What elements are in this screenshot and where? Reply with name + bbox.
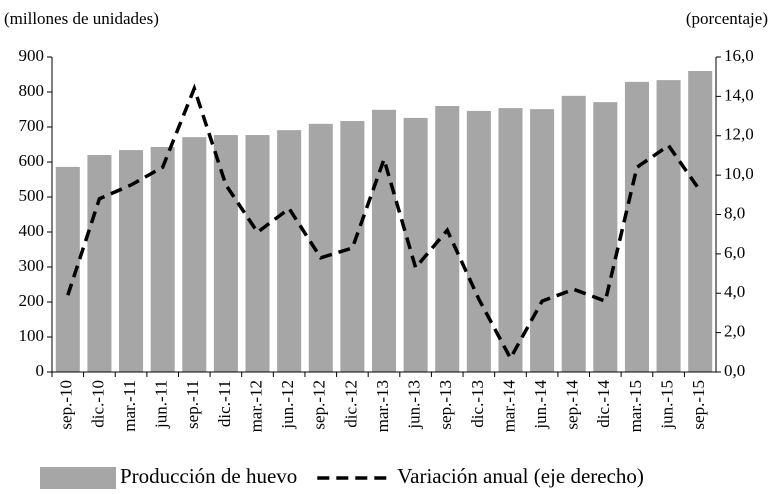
x-tick-label: dic.-11 <box>215 380 234 427</box>
y-tick-label: 900 <box>19 46 45 65</box>
y2-tick-label: 6,0 <box>724 243 745 262</box>
y2-tick-label: 16,0 <box>724 46 754 65</box>
x-tick-label: mar.-14 <box>499 380 518 433</box>
y2-axis-label: (porcentaje) <box>686 9 768 28</box>
bar <box>182 137 207 372</box>
y-tick-label: 200 <box>19 291 45 310</box>
x-tick-label: mar.-15 <box>626 380 645 432</box>
y2-tick-label: 2,0 <box>724 322 745 341</box>
bar <box>213 135 238 372</box>
y2-tick-label: 8,0 <box>724 203 745 222</box>
y-axis-label: (millones de unidades) <box>4 9 159 28</box>
bar <box>150 146 175 372</box>
bar <box>371 109 397 372</box>
y-tick-label: 100 <box>19 326 45 345</box>
bar <box>340 121 365 372</box>
y2-tick-label: 14,0 <box>724 85 754 104</box>
y-tick-label: 300 <box>19 256 45 275</box>
bar <box>87 155 112 372</box>
x-tick-label: mar.-11 <box>120 380 139 432</box>
y-tick-label: 700 <box>19 116 45 135</box>
y2-tick-label: 4,0 <box>724 282 745 301</box>
y2-tick-label: 0,0 <box>724 361 745 380</box>
legend-swatch <box>40 467 116 489</box>
x-tick-label: dic.-10 <box>88 380 107 428</box>
x-tick-label: dic.-13 <box>468 380 487 428</box>
bar <box>624 81 649 372</box>
x-tick-label: sep.-13 <box>436 380 455 430</box>
legend-label: Variación anual (eje derecho) <box>397 464 644 488</box>
x-tick-label: sep.-11 <box>183 380 202 429</box>
x-tick-label: jun.-13 <box>405 380 424 430</box>
x-tick-label: sep.-14 <box>563 380 582 430</box>
y-tick-label: 800 <box>19 81 45 100</box>
bar <box>466 110 491 373</box>
x-tick-label: dic.-12 <box>341 380 360 428</box>
bar <box>593 102 618 373</box>
y-tick-label: 500 <box>19 186 45 205</box>
line <box>66 83 702 362</box>
bar <box>498 108 523 372</box>
y-tick-label: 600 <box>19 151 45 170</box>
x-tick-label: sep.-10 <box>57 380 76 430</box>
y-tick-label: 400 <box>19 221 45 240</box>
bar <box>277 130 302 372</box>
bar <box>119 150 144 372</box>
x-tick-label: mar.-13 <box>373 380 392 432</box>
bar <box>656 80 681 372</box>
x-tick-label: jun.-11 <box>152 380 171 429</box>
x-tick-label: sep.-12 <box>310 380 329 430</box>
bar <box>561 95 586 372</box>
legend-label: Producción de huevo <box>120 464 297 488</box>
x-tick-label: mar.-12 <box>246 380 265 432</box>
x-tick-label: jun.-14 <box>531 380 550 430</box>
bar <box>688 71 713 372</box>
y-tick-label: 0 <box>36 361 45 380</box>
y2-tick-label: 12,0 <box>724 125 754 144</box>
x-tick-label: sep.-15 <box>689 380 708 430</box>
x-tick-label: jun.-12 <box>278 380 297 430</box>
bar <box>530 109 555 373</box>
y2-tick-label: 10,0 <box>724 164 754 183</box>
x-tick-label: jun.-15 <box>657 380 676 430</box>
x-tick-label: dic.-14 <box>594 380 613 428</box>
bar <box>245 135 270 372</box>
